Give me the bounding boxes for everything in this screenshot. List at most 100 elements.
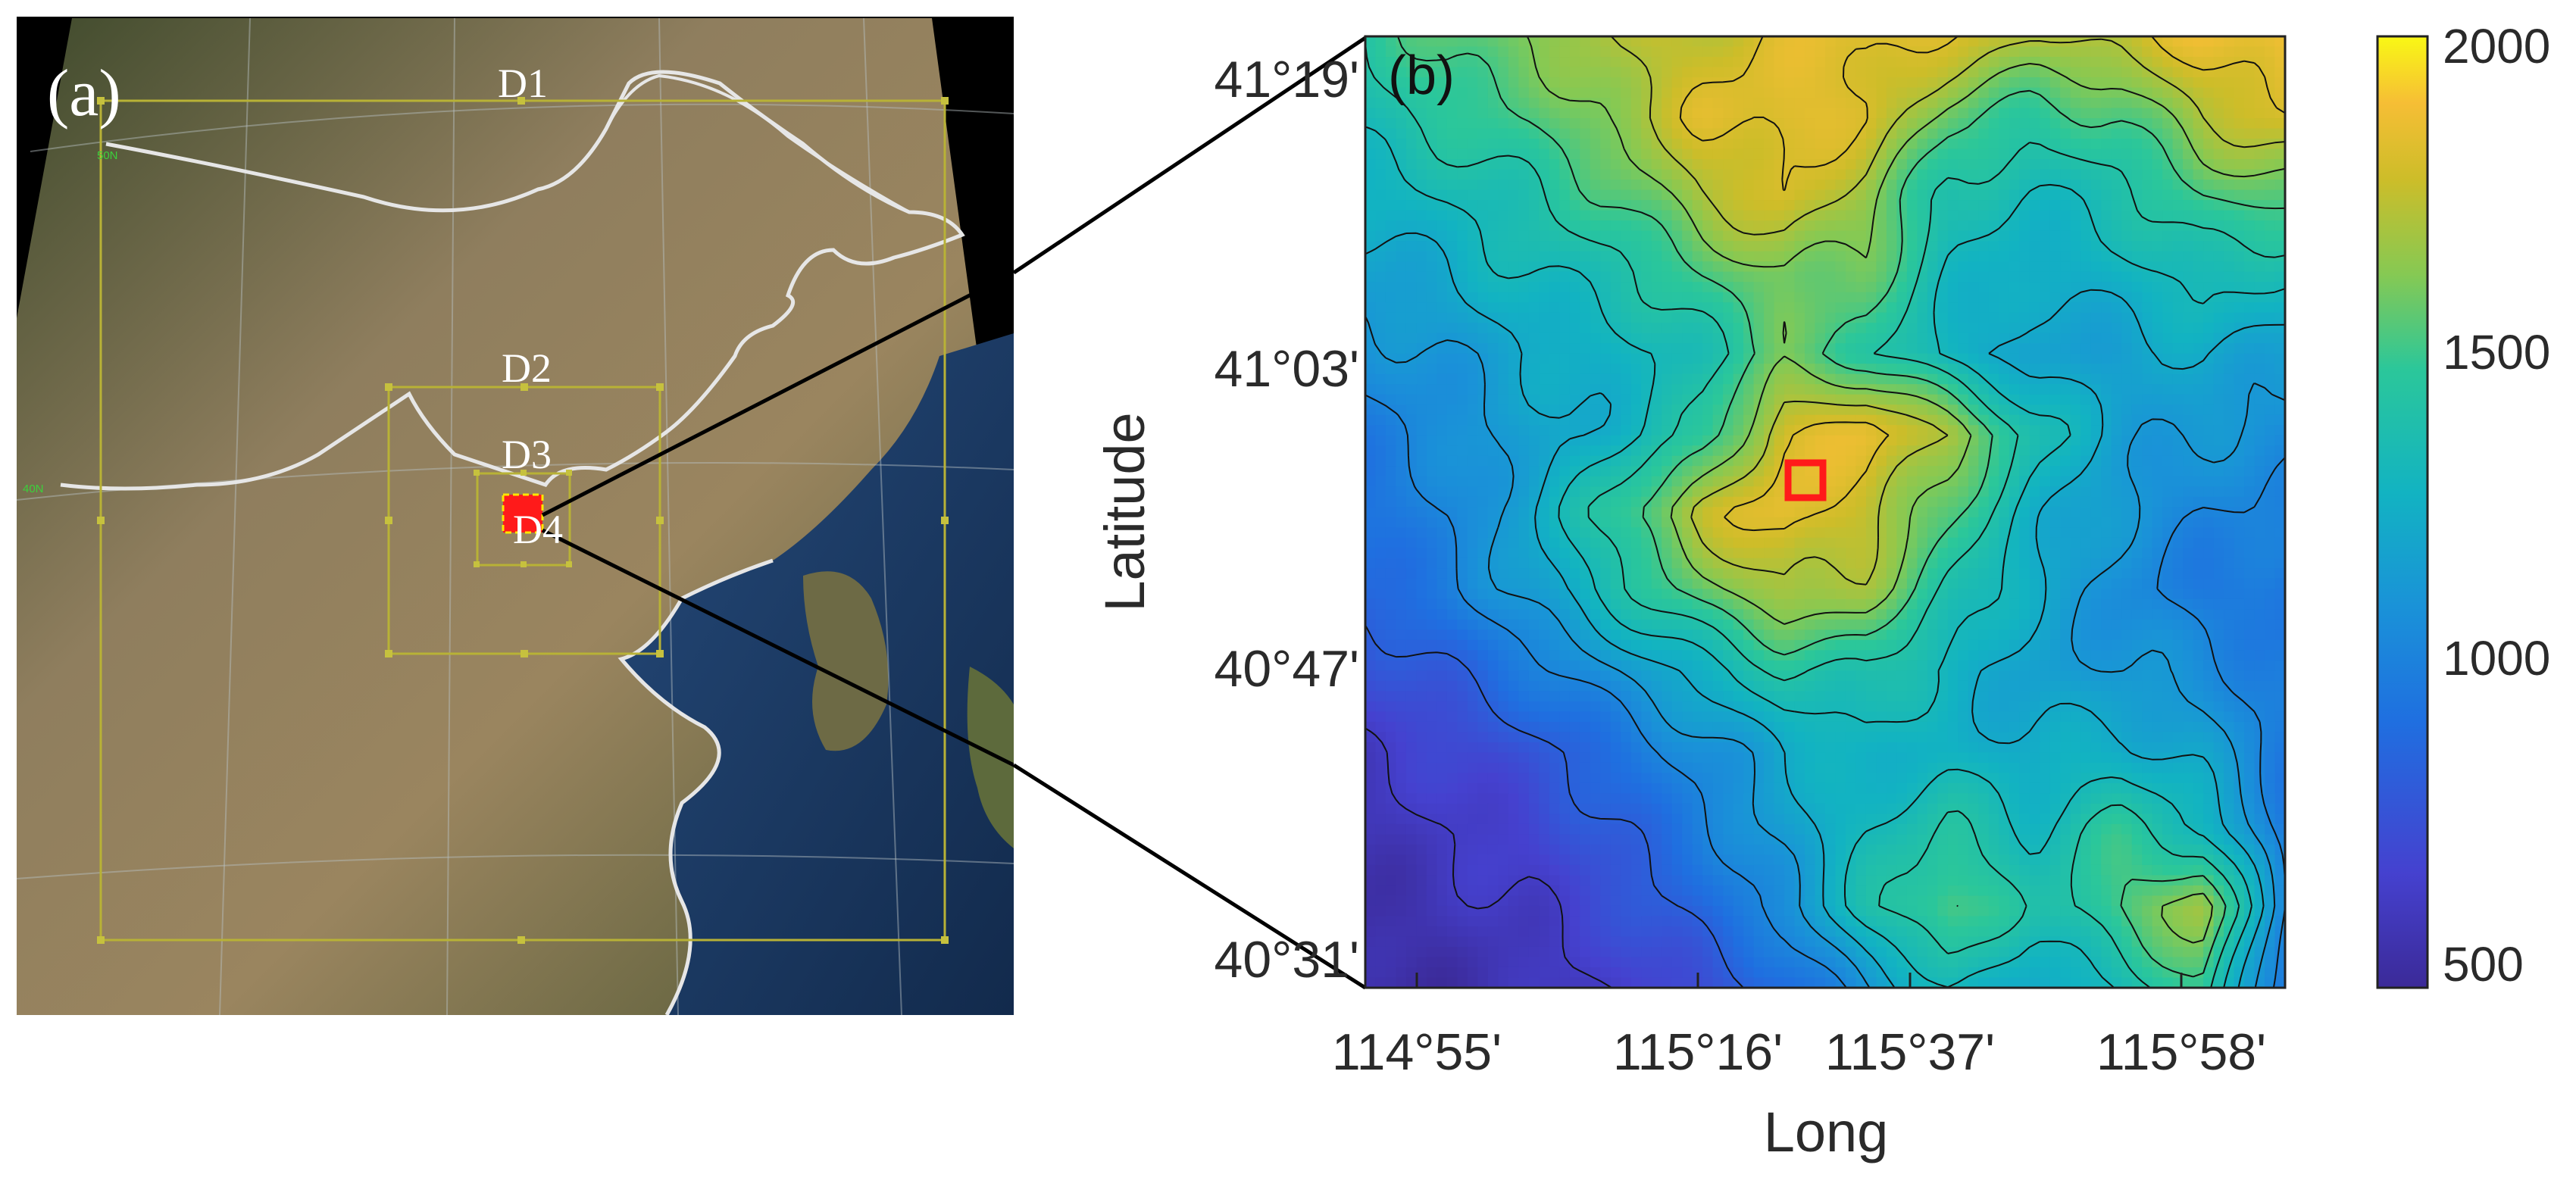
elevation-cell [2224,189,2235,201]
elevation-cell [1712,159,1724,170]
elevation-cell [1549,312,1560,323]
elevation-cell [1743,466,1755,477]
elevation-cell [1825,98,1837,109]
elevation-cell [1508,568,1519,579]
elevation-cell [2274,517,2285,528]
elevation-cell [1518,241,1530,252]
elevation-cell [1508,323,1519,334]
elevation-cell [1651,282,1662,293]
elevation-cell [1958,466,1969,477]
elevation-cell [1457,128,1468,139]
elevation-cell [1610,87,1621,98]
elevation-cell [1477,312,1489,323]
elevation-cell [1906,230,1918,242]
elevation-cell [1600,312,1612,323]
elevation-cell [1498,77,1509,89]
elevation-cell [1630,353,1642,364]
elevation-cell [2019,261,2030,273]
elevation-cell [2121,148,2133,160]
elevation-cell [2101,139,2112,150]
elevation-cell [1405,282,1418,293]
elevation-cell [1426,169,1438,180]
elevation-cell [1947,98,1959,109]
elevation-cell [2274,169,2285,180]
elevation-cell [2193,404,2204,416]
elevation-cell [1559,282,1571,293]
elevation-cell [1641,466,1652,477]
elevation-cell [2111,353,2122,364]
elevation-cell [1937,414,1949,426]
elevation-cell [1528,98,1540,109]
elevation-cell [1621,118,1632,130]
elevation-cell [2029,282,2040,293]
elevation-cell [1662,537,1673,548]
elevation-cell [1927,67,1938,78]
elevation-cell [1426,578,1438,589]
elevation-cell [1477,445,1489,457]
elevation-cell [1947,435,1959,446]
elevation-cell [1385,312,1397,323]
elevation-cell [2101,373,2112,385]
elevation-cell [2234,364,2245,375]
elevation-cell [1630,87,1642,98]
elevation-cell [2254,210,2265,221]
elevation-cell [2224,589,2235,600]
elevation-cell [1876,98,1887,109]
elevation-cell [2070,435,2081,446]
elevation-cell [1692,189,1703,201]
elevation-cell [1855,261,1867,273]
elevation-cell [1999,282,2010,293]
elevation-cell [1988,241,1999,252]
elevation-cell [1937,343,1949,355]
elevation-cell [1917,271,1928,283]
elevation-cell [1621,548,1632,559]
elevation-cell [1753,343,1765,355]
elevation-cell [2193,445,2204,457]
elevation-cell [1886,548,1898,559]
elevation-cell [2203,517,2215,528]
elevation-cell [1467,558,1478,569]
elevation-cell [2274,373,2285,385]
elevation-cell [1937,578,1949,589]
elevation-cell [1436,394,1448,405]
elevation-cell [1784,394,1796,405]
elevation-cell [1784,210,1796,221]
elevation-cell [1487,404,1499,416]
elevation-cell [1600,118,1612,130]
elevation-cell [1805,558,1816,569]
elevation-cell [2121,312,2133,323]
elevation-cell [2131,169,2143,180]
elevation-cell [2152,394,2163,405]
elevation-cell [2121,292,2133,303]
elevation-cell [1477,333,1489,344]
elevation-cell [1641,486,1652,498]
elevation-cell [1937,302,1949,314]
elevation-cell [1978,220,1990,232]
elevation-cell [1743,36,1755,48]
elevation-cell [1477,210,1489,221]
elevation-cell [1467,568,1478,579]
elevation-cell [1876,578,1887,589]
elevation-cell [2121,435,2133,446]
elevation-cell [1958,200,1969,211]
elevation-cell [1825,466,1837,477]
elevation-cell [2152,169,2163,180]
elevation-cell [1477,435,1489,446]
elevation-cell [1896,364,1908,375]
elevation-cell [1365,527,1377,539]
elevation-cell [1794,36,1805,48]
elevation-cell [2029,230,2040,242]
elevation-cell [1692,87,1703,98]
elevation-cell [2265,118,2276,130]
elevation-cell [2019,159,2030,170]
elevation-cell [1518,57,1530,68]
elevation-cell [1682,36,1693,48]
elevation-cell [1723,180,1734,191]
elevation-cell [2121,200,2133,211]
elevation-cell [1906,548,1918,559]
elevation-cell [1416,282,1427,293]
elevation-cell [2111,364,2122,375]
elevation-cell [2121,241,2133,252]
elevation-cell [1947,118,1959,130]
elevation-cell [1610,139,1621,150]
